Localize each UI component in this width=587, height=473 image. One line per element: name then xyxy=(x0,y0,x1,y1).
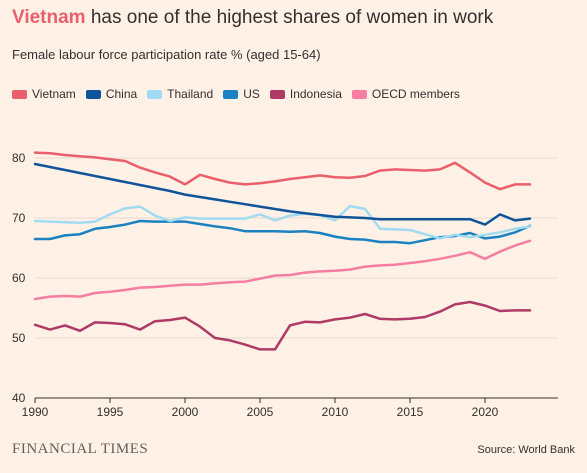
y-tick-label-70: 70 xyxy=(12,211,26,225)
x-tick-label-2010: 2010 xyxy=(322,405,349,419)
legend-item-us: US xyxy=(223,86,260,102)
title-highlight: Vietnam xyxy=(12,7,86,28)
title-rest: has one of the highest shares of women i… xyxy=(85,7,494,28)
legend-item-oecd-members: OECD members xyxy=(351,86,460,102)
legend-label-vietnam: Vietnam xyxy=(32,87,76,101)
x-tick-label-2020: 2020 xyxy=(472,405,499,419)
series-line-china xyxy=(33,162,532,226)
legend-swatch-thailand xyxy=(147,89,163,99)
legend-item-thailand: Thailand xyxy=(147,86,213,102)
chart-legend: Vietnam China Thailand US Indonesia OECD memb… xyxy=(12,86,470,102)
series-line-vietnam xyxy=(33,151,532,191)
x-tick-label-2015: 2015 xyxy=(397,405,424,419)
legend-label-indonesia: Indonesia xyxy=(289,87,342,101)
legend-swatch-oecd-members xyxy=(351,89,367,99)
x-tick-label-2005: 2005 xyxy=(247,405,274,419)
y-tick-label-60: 60 xyxy=(12,271,26,285)
chart-title: Vietnam has one of the highest shares of… xyxy=(12,6,493,30)
series-line-us xyxy=(33,219,532,245)
legend-item-vietnam: Vietnam xyxy=(12,86,76,102)
y-tick-label-80: 80 xyxy=(12,151,26,165)
financial-times-logo: FINANCIAL TIMES xyxy=(12,441,149,457)
series-line-thailand xyxy=(33,204,532,240)
x-tick-label-1990: 1990 xyxy=(22,405,49,419)
series-line-indonesia xyxy=(33,300,532,351)
x-tick-label-1995: 1995 xyxy=(97,405,124,419)
x-tick-label-2000: 2000 xyxy=(172,405,199,419)
series-line-oecd-members xyxy=(33,239,532,301)
legend-label-us: US xyxy=(243,87,260,101)
legend-swatch-vietnam xyxy=(12,89,27,99)
source-note: Source: World Bank xyxy=(477,444,575,456)
chart-subtitle: Female labour force participation rate %… xyxy=(12,47,321,62)
legend-item-indonesia: Indonesia xyxy=(269,86,342,102)
legend-label-oecd-members: OECD members xyxy=(371,87,460,101)
legend-swatch-indonesia xyxy=(269,89,285,99)
y-tick-label-40: 40 xyxy=(12,391,26,405)
legend-label-china: China xyxy=(105,87,138,101)
legend-swatch-us xyxy=(223,89,239,99)
legend-item-china: China xyxy=(85,86,138,102)
legend-label-thailand: Thailand xyxy=(167,87,214,101)
legend-swatch-china xyxy=(85,89,101,99)
y-tick-label-50: 50 xyxy=(12,331,26,345)
